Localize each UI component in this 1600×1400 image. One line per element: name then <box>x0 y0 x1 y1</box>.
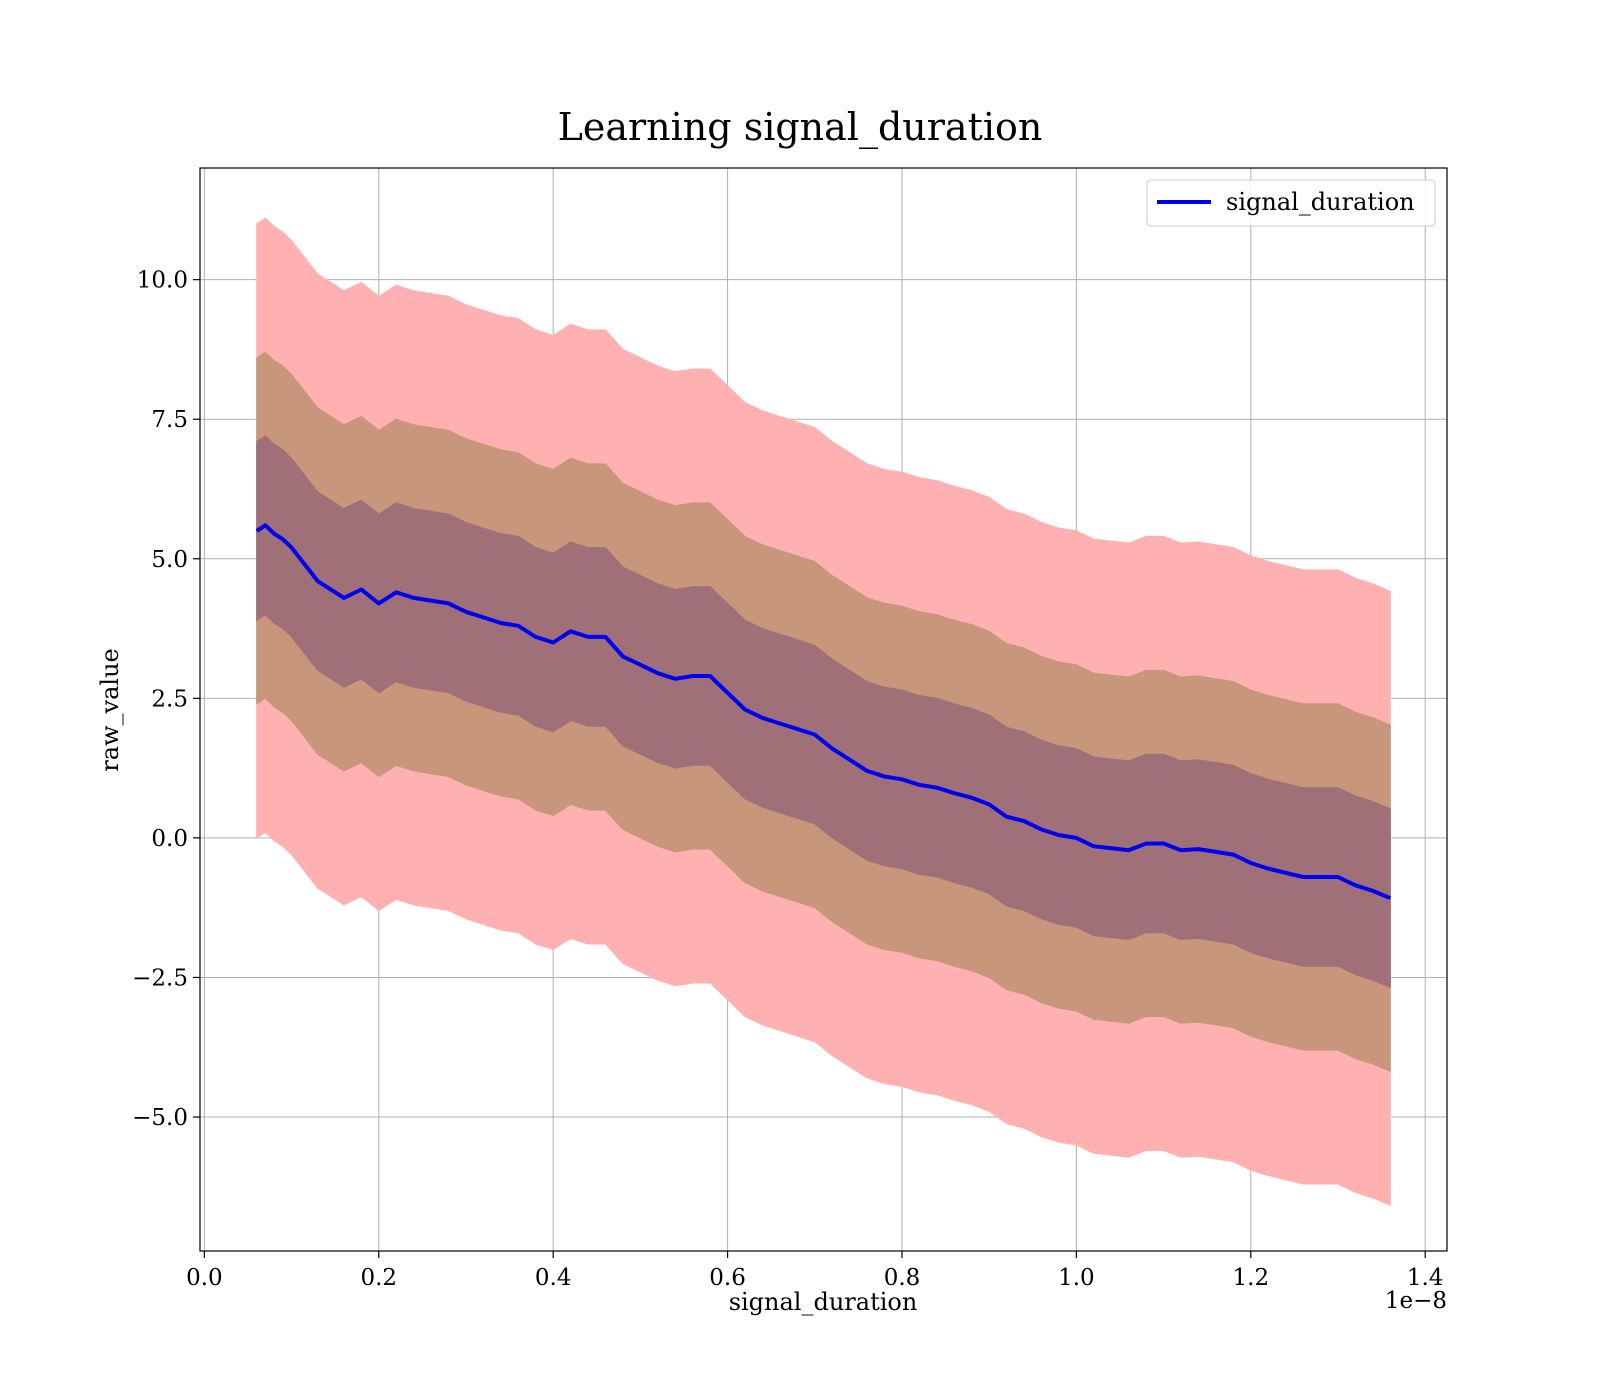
legend-entry: signal_duration <box>1226 188 1415 216</box>
x-tick-label: 1.2 <box>1233 1265 1270 1291</box>
y-tick-label: 0.0 <box>151 826 188 852</box>
y-tick-label: 10.0 <box>137 268 188 294</box>
y-tick-label: −5.0 <box>132 1105 188 1131</box>
x-tick-label: 0.6 <box>709 1265 746 1291</box>
axis-ticks: 0.0 0.2 0.4 0.6 0.8 1.0 1.2 1.4 −5.0 −2.5 0.0 2.5 5.… <box>132 268 1443 1291</box>
chart-title: Learning signal_duration <box>558 105 1043 150</box>
x-tick-label: 1.0 <box>1058 1265 1095 1291</box>
series-line-signal-duration <box>255 523 1392 901</box>
legend: signal_duration <box>1146 179 1436 227</box>
y-tick-label: 2.5 <box>151 686 188 712</box>
y-tick-label: 5.0 <box>151 547 188 573</box>
x-tick-label: 0.8 <box>884 1265 921 1291</box>
y-tick-label: 7.5 <box>151 407 188 433</box>
y-tick-label: −2.5 <box>132 965 188 991</box>
x-tick-label: 0.2 <box>360 1265 397 1291</box>
series-lines <box>255 523 1392 901</box>
x-tick-label: 0.4 <box>535 1265 572 1291</box>
y-axis-label: raw_value <box>96 648 124 772</box>
x-axis-label: signal_duration <box>729 1288 918 1316</box>
plot-frame <box>199 167 1448 1252</box>
legend-box <box>1146 179 1436 227</box>
x-tick-label: 1.4 <box>1407 1265 1444 1291</box>
x-tick-label: 0.0 <box>186 1265 223 1291</box>
x-offset-label: 1e−8 <box>1385 1288 1447 1314</box>
confidence-bands <box>256 217 1391 1206</box>
